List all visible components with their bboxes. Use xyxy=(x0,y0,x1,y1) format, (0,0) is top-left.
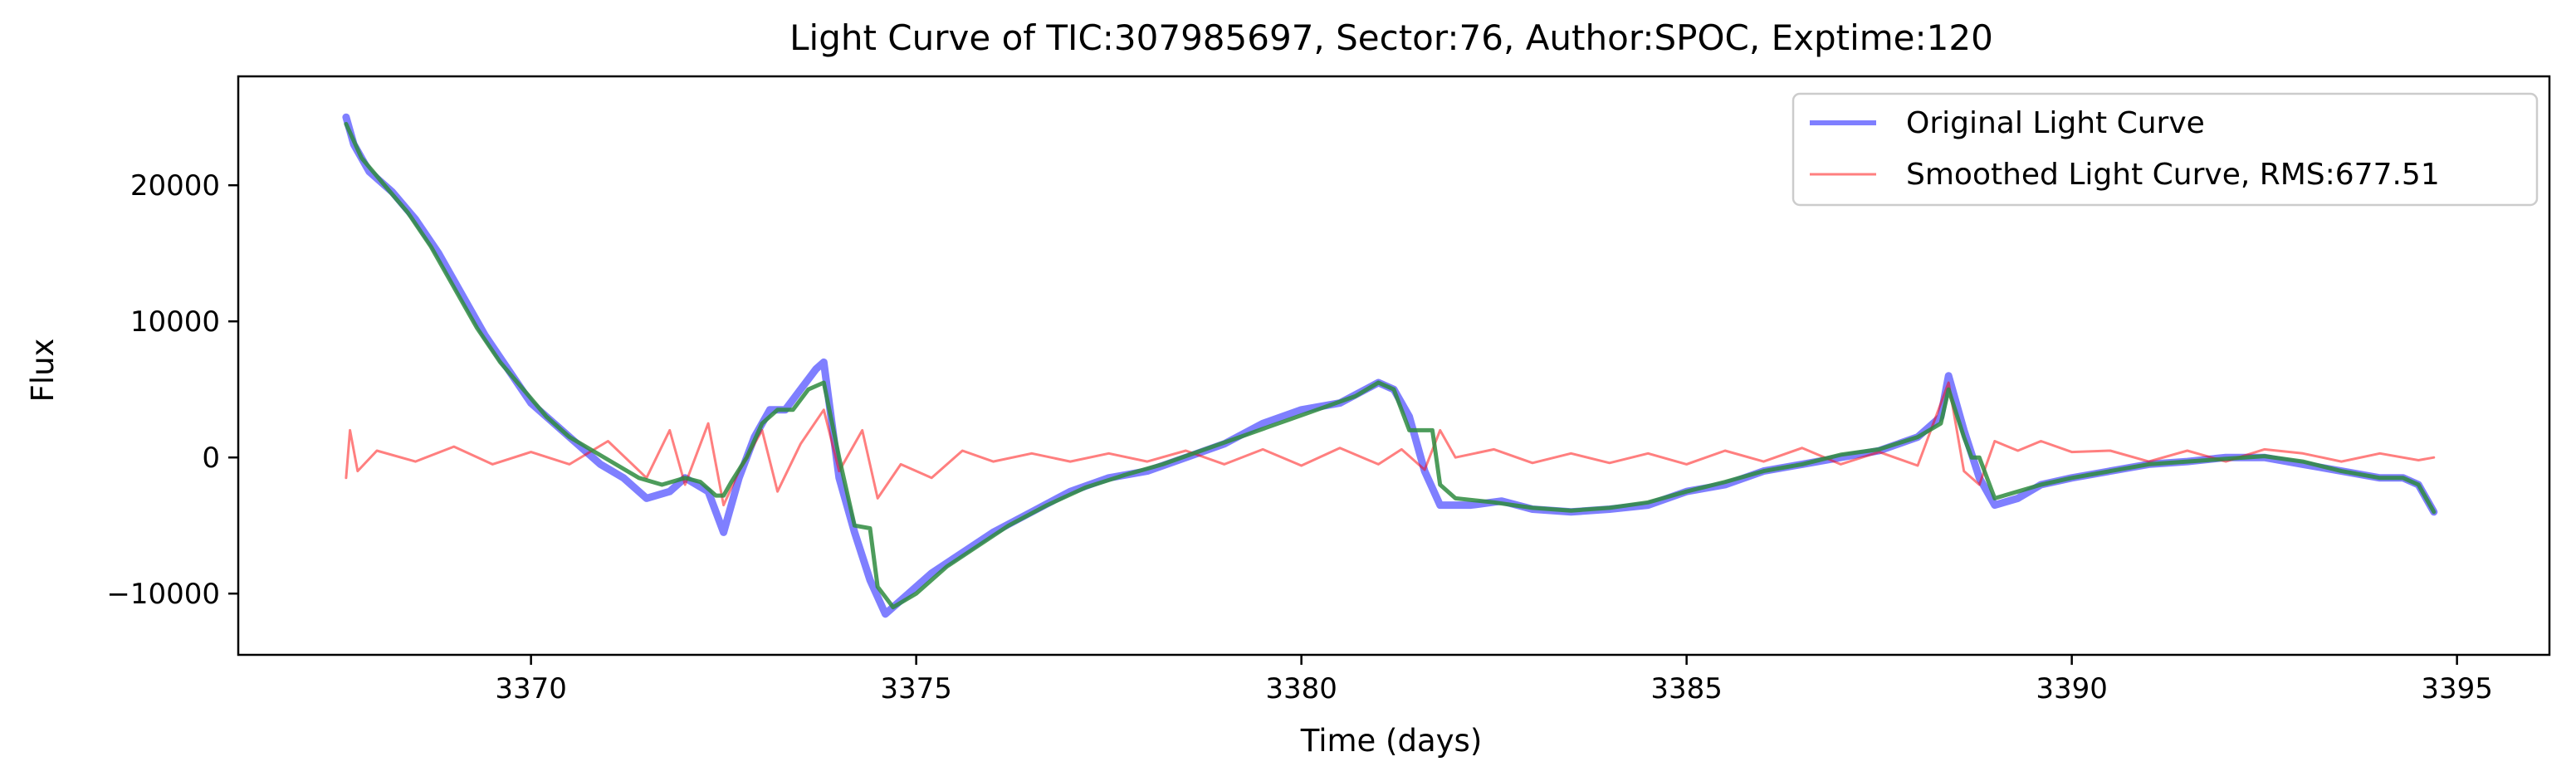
legend-label-smoothed: Smoothed Light Curve, RMS:677.51 xyxy=(1906,158,2440,192)
x-tick-label: 3375 xyxy=(880,672,952,705)
legend-box xyxy=(1791,92,2539,207)
y-tick-label: 0 xyxy=(202,442,220,475)
legend: Original Light Curve Smoothed Light Curv… xyxy=(1791,92,2539,207)
x-axis-label: Time (days) xyxy=(1300,723,1483,759)
chart-title: Light Curve of TIC:307985697, Sector:76,… xyxy=(789,17,1993,58)
y-tick-label: 20000 xyxy=(130,169,220,203)
series-smoothed-light-curve xyxy=(345,381,2436,507)
x-axis: 3370 3375 3380 3385 3390 3395 xyxy=(495,655,2493,705)
y-tick-label: 10000 xyxy=(130,305,220,339)
y-tick-label: −10000 xyxy=(106,578,220,611)
x-tick-label: 3395 xyxy=(2421,672,2493,705)
plot-frame xyxy=(237,75,2551,657)
x-tick-label: 3380 xyxy=(1265,672,1337,705)
legend-label-original: Original Light Curve xyxy=(1906,106,2205,140)
y-axis: −10000 0 10000 20000 xyxy=(106,169,238,611)
plot-area xyxy=(342,113,2438,618)
x-tick-label: 3385 xyxy=(1650,672,1723,705)
x-tick-label: 3390 xyxy=(2036,672,2108,705)
series-trend-line xyxy=(344,121,2437,610)
x-tick-label: 3370 xyxy=(495,672,567,705)
series-layer xyxy=(342,113,2438,618)
y-axis-label: Flux xyxy=(25,339,61,403)
